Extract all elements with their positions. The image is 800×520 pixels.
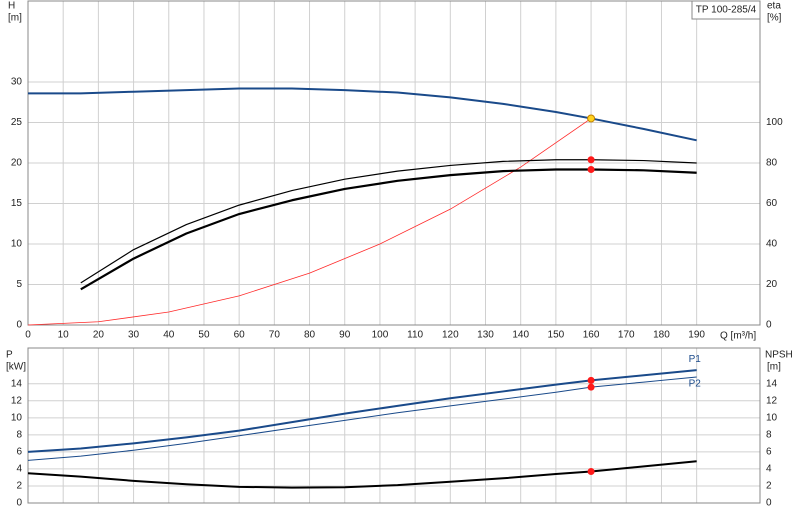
x-tick-label: 70 [269, 330, 281, 341]
y-tick-label: 0 [16, 320, 22, 331]
y-tick-label: 14 [11, 378, 23, 389]
plot-frame [27, 0, 761, 326]
y2-tick-label: 40 [766, 239, 778, 250]
y-tick-label: 0 [16, 498, 22, 509]
curve [27, 369, 697, 453]
y-tick-label: 15 [11, 198, 23, 209]
series-label: P2 [689, 379, 702, 390]
x-tick-label: 20 [93, 330, 105, 341]
y2-label: eta [767, 1, 781, 12]
y2-tick-label: 60 [766, 198, 778, 209]
y2-tick-label: 10 [766, 412, 778, 423]
y-unit: [kW] [6, 362, 26, 373]
operating-point [587, 156, 595, 164]
plot-frame [27, 347, 761, 504]
operating-point [587, 114, 596, 123]
operating-point [587, 376, 595, 384]
y-tick-label: 30 [11, 77, 23, 88]
y2-tick-label: 8 [766, 430, 772, 441]
y2-unit: [%] [767, 13, 782, 24]
x-label: Q [m³/h] [720, 331, 756, 342]
x-tick-label: 0 [25, 330, 31, 341]
y-label: H [8, 1, 15, 12]
y-tick-label: 10 [11, 239, 23, 250]
y2-label: NPSH [765, 350, 793, 361]
y2-tick-label: 0 [766, 498, 772, 509]
y2-tick-label: 12 [766, 395, 778, 406]
curve [27, 460, 697, 489]
y-tick-label: 12 [11, 395, 23, 406]
y2-tick-label: 14 [766, 378, 778, 389]
y-tick-label: 8 [16, 430, 22, 441]
x-tick-label: 40 [163, 330, 175, 341]
x-tick-label: 180 [653, 330, 670, 341]
x-tick-label: 130 [477, 330, 494, 341]
operating-point [587, 467, 595, 475]
y-tick-label: 5 [16, 279, 22, 290]
x-tick-label: 30 [128, 330, 140, 341]
y2-tick-label: 80 [766, 158, 778, 169]
curve [27, 376, 697, 461]
y-tick-label: 25 [11, 117, 23, 128]
label-box [691, 0, 761, 20]
curve [27, 118, 592, 326]
x-tick-label: 100 [372, 330, 389, 341]
y-tick-label: 20 [11, 158, 23, 169]
y-label: P [6, 350, 13, 361]
curve [28, 87, 697, 142]
y-unit: [m] [8, 13, 22, 24]
x-tick-label: 60 [234, 330, 246, 341]
x-tick-label: 90 [339, 330, 351, 341]
y2-tick-label: 4 [766, 464, 772, 475]
x-tick-label: 170 [618, 330, 635, 341]
operating-point [587, 165, 595, 173]
y2-tick-label: 100 [766, 117, 783, 128]
pump-label: TP 100-285/4 [696, 5, 757, 16]
x-tick-label: 160 [583, 330, 600, 341]
y2-tick-label: 0 [766, 320, 772, 331]
series-label: P1 [689, 354, 702, 365]
y-tick-label: 10 [11, 412, 23, 423]
x-tick-label: 140 [512, 330, 529, 341]
y-tick-label: 4 [16, 464, 22, 475]
x-tick-label: 10 [58, 330, 70, 341]
x-tick-label: 190 [688, 330, 705, 341]
x-tick-label: 80 [304, 330, 316, 341]
y2-unit: [m] [767, 362, 781, 373]
x-tick-label: 120 [442, 330, 459, 341]
y-tick-label: 6 [16, 447, 22, 458]
y2-tick-label: 2 [766, 481, 772, 492]
x-tick-label: 110 [407, 330, 423, 341]
y-tick-label: 2 [16, 481, 22, 492]
y2-tick-label: 20 [766, 279, 778, 290]
x-tick-label: 150 [548, 330, 565, 341]
x-tick-label: 50 [198, 330, 210, 341]
operating-point [587, 383, 595, 391]
y2-tick-label: 6 [766, 447, 772, 458]
